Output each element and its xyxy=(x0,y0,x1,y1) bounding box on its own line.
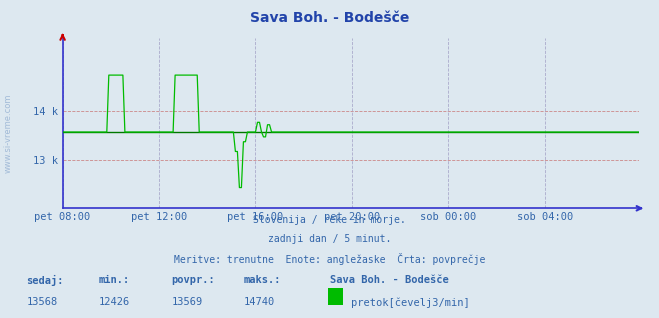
Text: min.:: min.: xyxy=(99,275,130,285)
Text: Sava Boh. - Bodešče: Sava Boh. - Bodešče xyxy=(250,11,409,25)
Text: Sava Boh. - Bodešče: Sava Boh. - Bodešče xyxy=(330,275,448,285)
Text: pretok[čevelj3/min]: pretok[čevelj3/min] xyxy=(351,297,469,308)
Text: 14740: 14740 xyxy=(244,297,275,307)
Text: www.si-vreme.com: www.si-vreme.com xyxy=(4,94,13,173)
Text: povpr.:: povpr.: xyxy=(171,275,215,285)
Text: sedaj:: sedaj: xyxy=(26,275,64,286)
Text: Slovenija / reke in morje.: Slovenija / reke in morje. xyxy=(253,215,406,225)
Text: 13568: 13568 xyxy=(26,297,57,307)
Text: maks.:: maks.: xyxy=(244,275,281,285)
Text: zadnji dan / 5 minut.: zadnji dan / 5 minut. xyxy=(268,234,391,244)
Text: 13569: 13569 xyxy=(171,297,202,307)
Text: 12426: 12426 xyxy=(99,297,130,307)
Text: Meritve: trenutne  Enote: angležaske  Črta: povprečje: Meritve: trenutne Enote: angležaske Črta… xyxy=(174,253,485,265)
